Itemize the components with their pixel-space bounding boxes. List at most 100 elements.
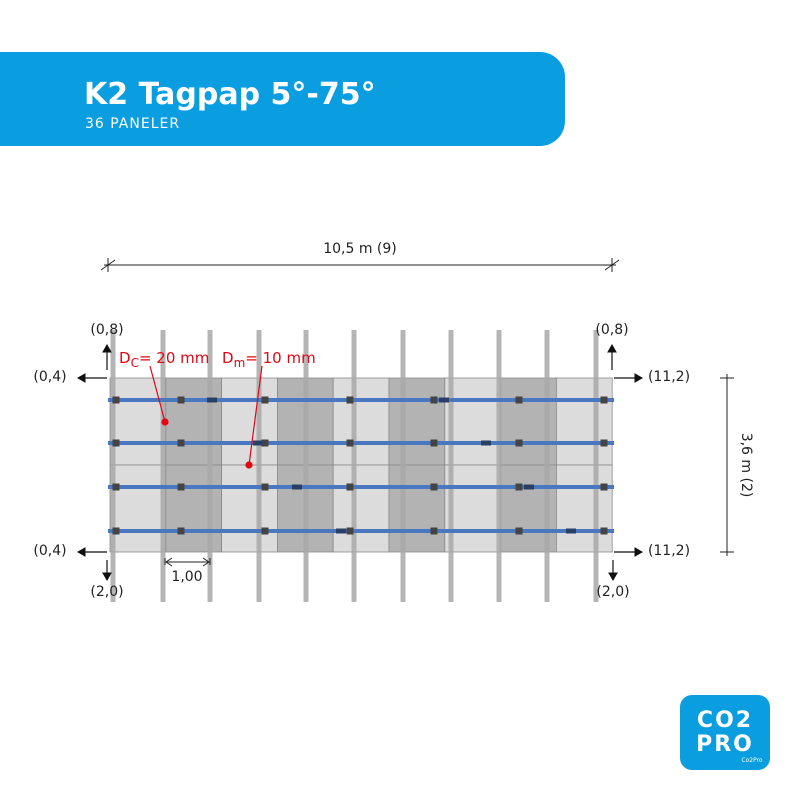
clamp xyxy=(600,527,608,535)
clamp xyxy=(515,396,523,404)
clamp xyxy=(261,527,269,535)
rail xyxy=(108,485,614,489)
edge-label: (11,2) xyxy=(648,369,690,385)
arrow-head xyxy=(102,343,112,353)
arrow-head xyxy=(76,373,86,383)
subtitle: 36 PANELER xyxy=(85,116,180,132)
clamp xyxy=(430,527,438,535)
rafter xyxy=(256,330,262,602)
edge-label: (0,8) xyxy=(595,322,628,338)
arrow-head xyxy=(634,373,644,383)
rafter xyxy=(544,330,550,602)
gap-label: DC= 20 mm xyxy=(119,349,209,370)
clamp xyxy=(430,396,438,404)
rafter xyxy=(400,330,406,602)
clamp xyxy=(261,483,269,491)
clamp xyxy=(177,439,185,447)
panel xyxy=(221,377,278,466)
edge-label: (2,0) xyxy=(90,584,123,600)
width-label: 10,5 m (9) xyxy=(323,241,397,257)
clamp xyxy=(112,483,120,491)
gap-pointers xyxy=(149,365,263,469)
arrow-head xyxy=(102,572,112,582)
clamp xyxy=(112,439,120,447)
gap-symbol: D xyxy=(119,349,131,367)
logo xyxy=(680,695,770,770)
rail xyxy=(108,398,614,402)
rail xyxy=(108,441,614,445)
clamp xyxy=(346,527,354,535)
rail xyxy=(108,529,614,533)
gap-label: Dm= 10 mm xyxy=(222,349,316,370)
panel xyxy=(165,377,223,466)
clamp xyxy=(430,483,438,491)
panel xyxy=(444,464,501,553)
clamp xyxy=(112,396,120,404)
title: K2 Tagpap 5°-75° xyxy=(84,77,376,112)
splice xyxy=(207,397,217,403)
clamp xyxy=(515,439,523,447)
logo-line: CO2 xyxy=(697,708,753,733)
dimension-lines xyxy=(100,258,734,567)
rafter xyxy=(303,330,309,602)
clamp xyxy=(346,396,354,404)
clamp xyxy=(430,439,438,447)
arrow-head xyxy=(76,547,86,557)
edge-label: (0,4) xyxy=(33,543,66,559)
panel xyxy=(221,464,278,553)
splice xyxy=(439,397,449,403)
rafter xyxy=(207,330,213,602)
panel xyxy=(109,377,167,466)
clamp xyxy=(346,483,354,491)
arrow-head xyxy=(634,547,644,557)
panel xyxy=(332,377,390,466)
rafter xyxy=(110,330,116,602)
panel xyxy=(556,464,613,553)
height-label: 3,6 m (2) xyxy=(738,433,754,498)
gap-text: = 20 mm xyxy=(139,349,209,367)
clamp xyxy=(112,527,120,535)
edge-label: (0,8) xyxy=(90,322,123,338)
splice xyxy=(524,484,534,490)
rafter xyxy=(448,330,454,602)
layout xyxy=(108,330,614,602)
gap-symbol: D xyxy=(222,349,234,367)
logo-caption: Co2Pro xyxy=(741,757,763,764)
clamp xyxy=(515,527,523,535)
clamp xyxy=(600,396,608,404)
splice xyxy=(292,484,302,490)
clamp xyxy=(261,396,269,404)
rafter xyxy=(496,330,502,602)
logo-line: PRO xyxy=(696,732,754,757)
gap-subscript: m xyxy=(234,356,246,370)
clamp xyxy=(261,439,269,447)
panel xyxy=(165,464,223,553)
clamp xyxy=(177,483,185,491)
gap-subscript: C xyxy=(131,356,139,370)
rafter xyxy=(160,330,166,602)
arrow-head xyxy=(608,572,618,582)
clamp xyxy=(177,527,185,535)
splice xyxy=(481,440,491,446)
panel xyxy=(556,377,613,466)
edge-label: (2,0) xyxy=(596,584,629,600)
rafter xyxy=(351,330,357,602)
clamp xyxy=(177,396,185,404)
splice xyxy=(566,528,576,534)
edge-label: (0,4) xyxy=(33,369,66,385)
splice xyxy=(336,528,346,534)
panel xyxy=(388,464,446,553)
edge-label: (11,2) xyxy=(648,543,690,559)
spacing-label: 1,00 xyxy=(171,569,202,585)
gap-text: = 10 mm xyxy=(245,349,315,367)
rafter xyxy=(593,330,599,602)
header-band xyxy=(0,52,565,146)
panel xyxy=(388,377,446,466)
clamp xyxy=(346,439,354,447)
edge-arrows xyxy=(76,343,644,582)
arrow-head xyxy=(607,343,617,353)
splice xyxy=(253,440,263,446)
clamp xyxy=(515,483,523,491)
clamp xyxy=(600,439,608,447)
